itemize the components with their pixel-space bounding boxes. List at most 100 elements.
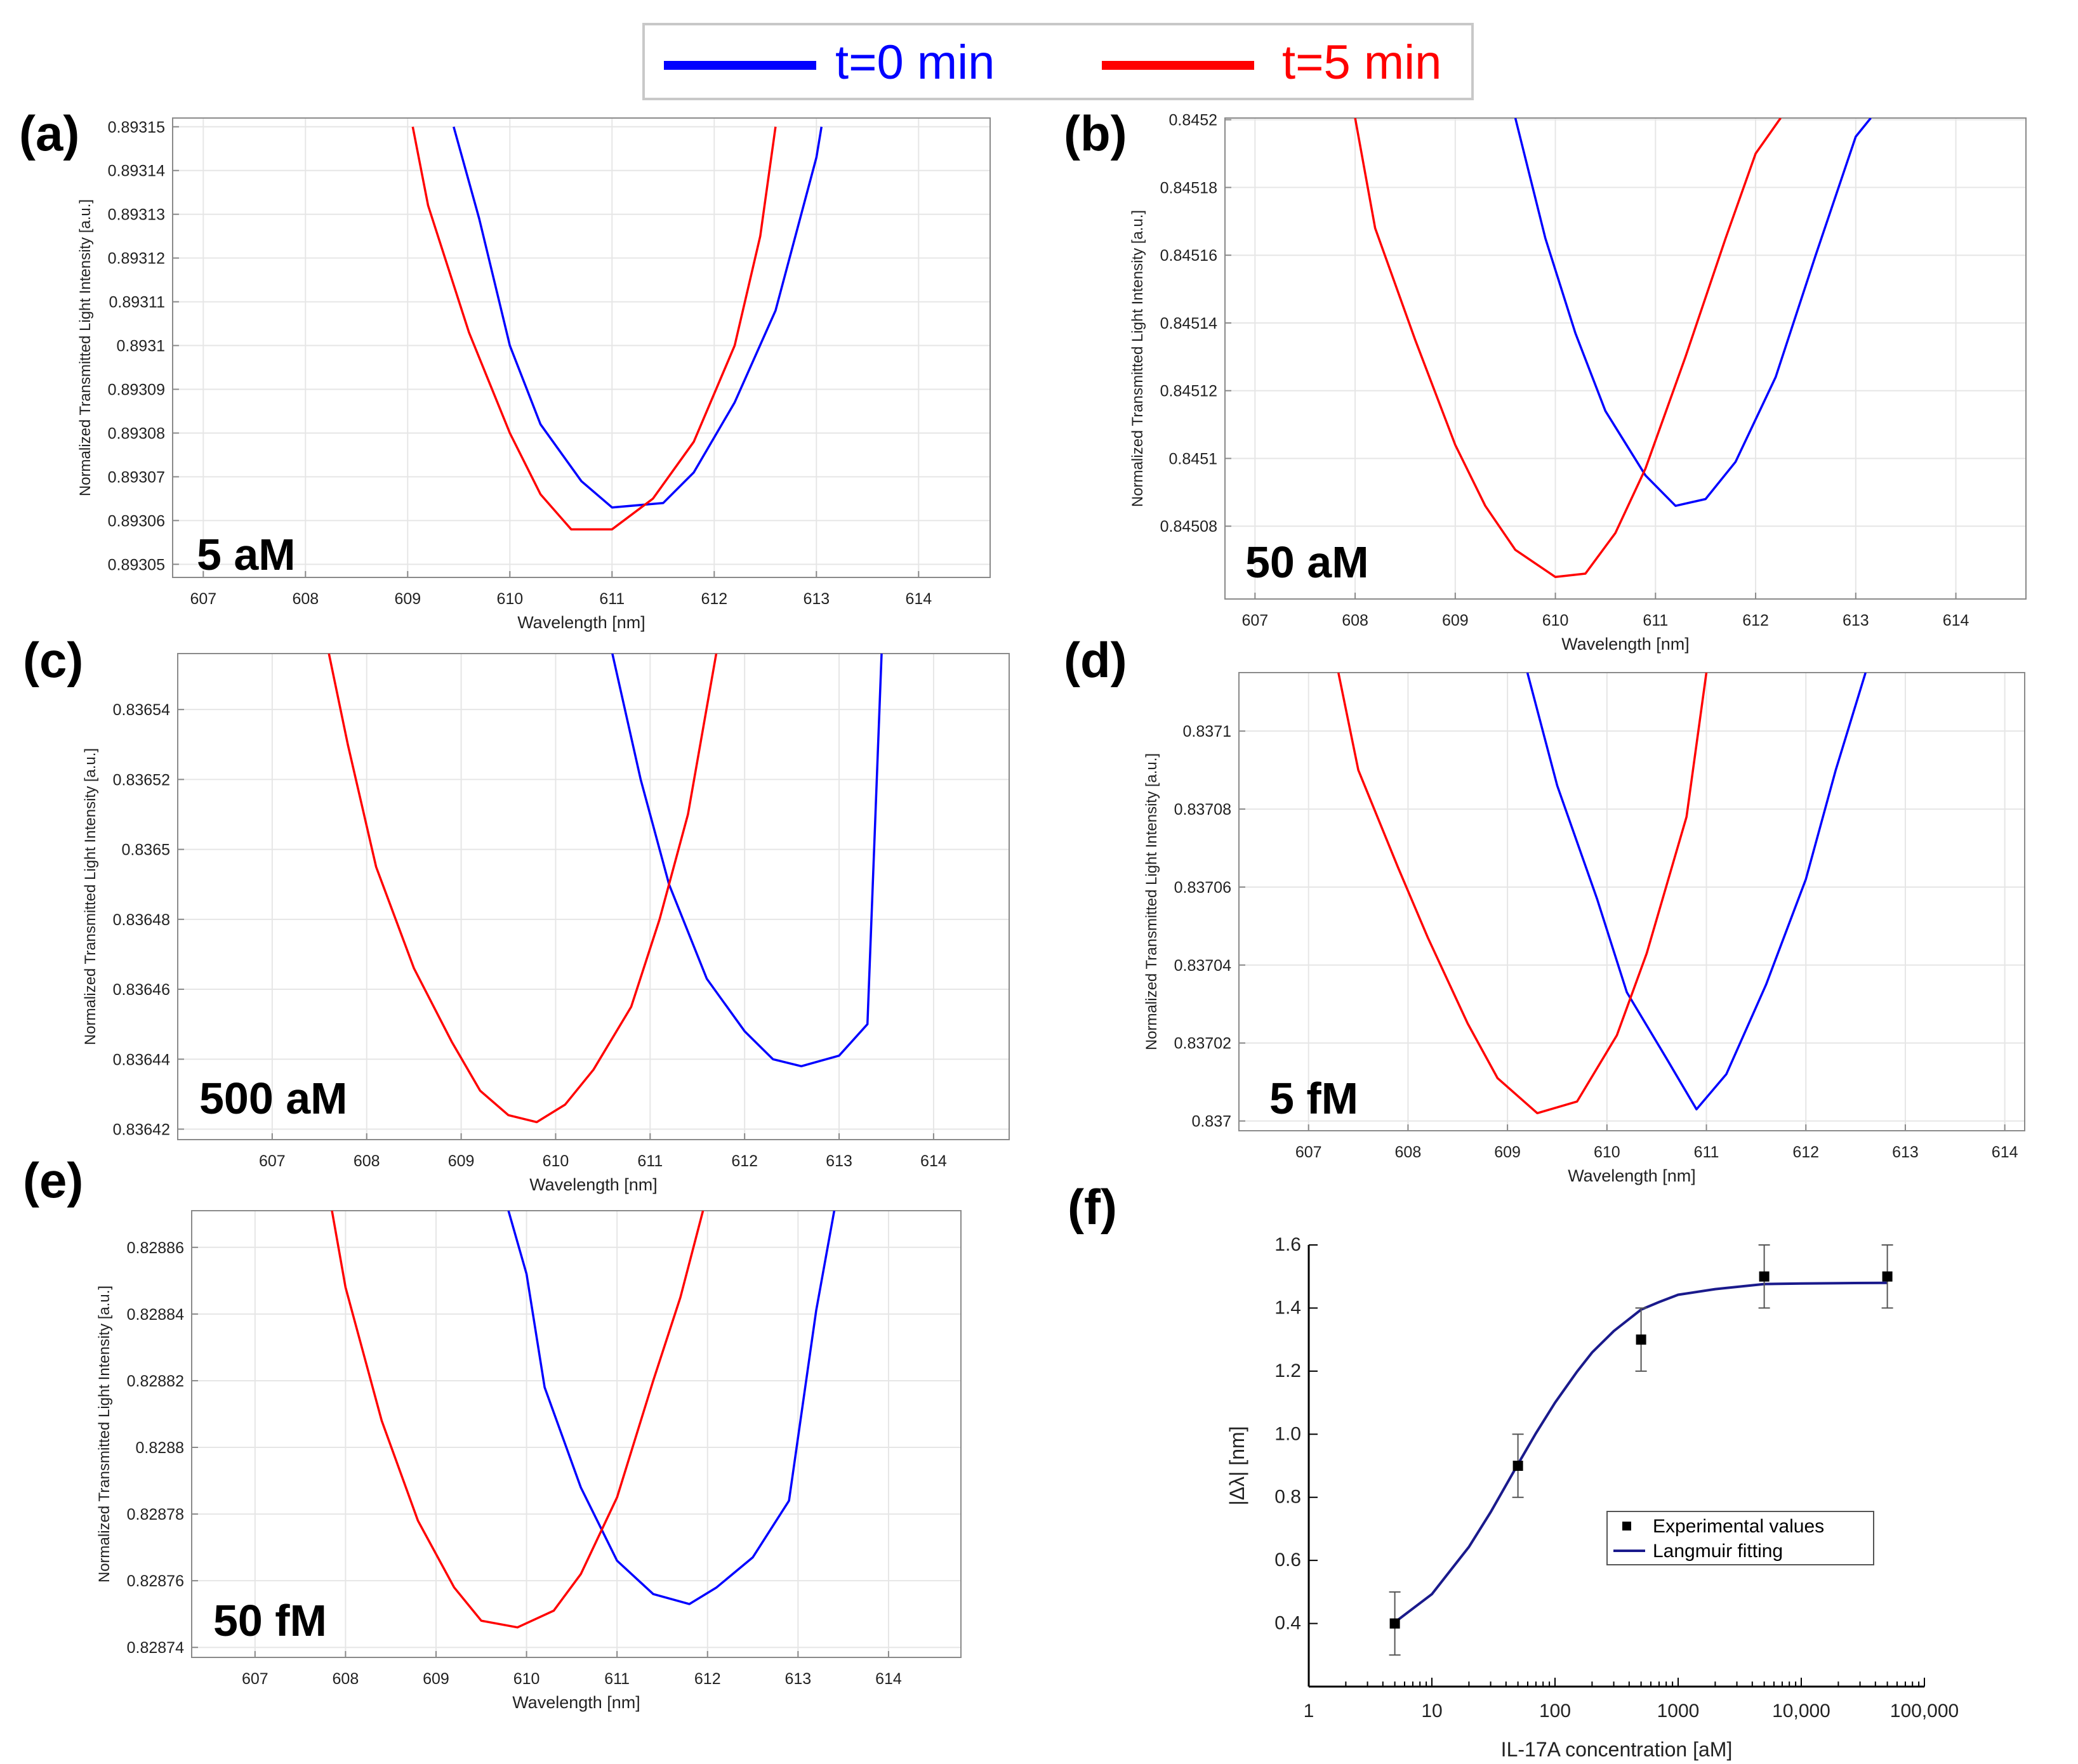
x-tick-label: 609: [1494, 1143, 1521, 1161]
x-tick-label: 609: [1442, 612, 1469, 629]
y-tick-label: 0.89313: [108, 206, 165, 224]
y-axis-title: Normalized Transmitted Light Intensity […: [82, 748, 99, 1045]
plot-frame: [1224, 117, 2027, 600]
panel-letter-f: (f): [1068, 1179, 1117, 1235]
y-axis-title: Normalized Transmitted Light Intensity […: [1129, 210, 1146, 507]
x-tick-label: 608: [292, 590, 319, 608]
x-tick-label: 610: [1594, 1143, 1620, 1161]
x-tick-label: 612: [1742, 612, 1769, 629]
x-tick-label: 10,000: [1772, 1701, 1830, 1721]
y-tick-label: 0.6: [1274, 1550, 1301, 1570]
x-tick-label: 614: [875, 1670, 902, 1688]
y-tick-label: 1.6: [1274, 1234, 1301, 1255]
x-tick-label: 611: [604, 1670, 630, 1688]
y-tick-label: 1.4: [1274, 1297, 1301, 1318]
concentration-label: 50 aM: [1245, 537, 1369, 587]
x-tick-label: 100,000: [1890, 1701, 1959, 1721]
legend-label-experimental: Experimental values: [1653, 1516, 1824, 1537]
y-tick-label: 0.83702: [1174, 1035, 1231, 1053]
panel-letter-e: (e): [23, 1152, 84, 1208]
series-line-t0: [611, 654, 883, 1068]
x-tick-label: 614: [905, 590, 932, 608]
x-tick-label: 608: [333, 1670, 359, 1688]
x-tick-label: 614: [920, 1152, 947, 1170]
data-point: [1389, 1618, 1400, 1629]
x-tick-label: 610: [496, 590, 523, 608]
panel-letter-a: (a): [19, 105, 80, 161]
data-point: [1882, 1271, 1893, 1282]
x-tick-label: 613: [803, 590, 830, 608]
series-line-t5: [331, 1211, 705, 1629]
y-tick-label: 0.82874: [127, 1639, 184, 1657]
y-tick-label: 0.82886: [127, 1239, 184, 1257]
y-tick-label: 1.0: [1274, 1423, 1301, 1444]
y-tick-label: 0.83642: [113, 1121, 170, 1138]
y-tick-label: 0.84516: [1160, 247, 1217, 265]
y-tick-label: 0.8452: [1169, 112, 1217, 129]
x-tick-label: 611: [1643, 612, 1668, 629]
x-tick-label: 612: [694, 1670, 721, 1688]
legend-label-t5: t=5 min: [1282, 36, 1442, 89]
y-tick-label: 0.84514: [1160, 315, 1217, 332]
x-tick-label: 613: [826, 1152, 852, 1170]
y-tick-label: 0.83654: [113, 701, 170, 719]
fit-legend: Experimental values Langmuir fitting: [1606, 1511, 1874, 1565]
y-tick-label: 0.837: [1191, 1113, 1231, 1131]
panel-letter-b: (b): [1064, 105, 1127, 161]
y-tick-label: 0.89311: [109, 294, 165, 312]
x-tick-label: 607: [1295, 1143, 1322, 1161]
y-tick-label: 0.89307: [108, 468, 165, 486]
series-line-t0: [1526, 673, 1867, 1110]
y-tick-label: 0.8931: [117, 338, 165, 355]
plot-frame: [191, 1210, 962, 1658]
legend-line-t5: [1102, 61, 1254, 70]
x-tick-label: 610: [543, 1152, 569, 1170]
concentration-label: 5 fM: [1269, 1074, 1358, 1123]
y-tick-label: 1.2: [1274, 1360, 1301, 1381]
y-tick-label: 0.83644: [113, 1051, 170, 1069]
series-line-t5: [1337, 673, 1708, 1115]
x-tick-label: 612: [701, 590, 727, 608]
panel-letter-d: (d): [1064, 632, 1127, 688]
x-tick-label: 614: [1943, 612, 1969, 629]
x-axis-title: Wavelength [nm]: [1568, 1166, 1696, 1185]
x-tick-label: 611: [1694, 1143, 1719, 1161]
x-tick-label: 608: [1342, 612, 1368, 629]
concentration-label: 50 fM: [213, 1596, 327, 1645]
y-tick-label: 0.8371: [1183, 723, 1231, 740]
y-tick-label: 0.82876: [127, 1572, 184, 1590]
y-tick-label: 0.89309: [108, 381, 165, 399]
chart-panel-1: 607 608 609 610 611 612 613 614 0.89305 0.89306 0.…: [77, 117, 991, 632]
y-tick-label: 0.8365: [122, 841, 170, 859]
y-axis-title: |Δλ| [nm]: [1226, 1426, 1248, 1505]
legend-line-t0: [664, 61, 816, 70]
x-tick-label: 609: [394, 590, 421, 608]
plot-frame: [1238, 672, 2025, 1131]
x-tick-label: 609: [423, 1670, 449, 1688]
data-point: [1636, 1334, 1646, 1345]
x-tick-label: 608: [1395, 1143, 1422, 1161]
x-tick-label: 611: [637, 1152, 663, 1170]
x-axis-title: Wavelength [nm]: [529, 1175, 658, 1194]
y-tick-label: 0.83648: [113, 911, 170, 929]
series-line-t5: [1354, 118, 1782, 579]
y-tick-label: 0.82882: [127, 1372, 184, 1390]
x-tick-label: 1000: [1657, 1701, 1700, 1721]
y-tick-label: 0.83646: [113, 981, 170, 999]
y-tick-label: 0.82884: [127, 1306, 184, 1324]
y-tick-label: 0.84512: [1160, 383, 1217, 400]
x-tick-label: 611: [599, 590, 625, 608]
x-tick-label: 10: [1421, 1701, 1442, 1721]
y-tick-label: 0.8288: [136, 1439, 184, 1457]
series-line-t5: [411, 126, 777, 530]
y-axis-title: Normalized Transmitted Light Intensity […: [1143, 753, 1160, 1050]
chart-panel-2: 607 608 609 610 611 612 613 614 0.84508 0.8451 0.8…: [1129, 112, 2027, 654]
plot-frame: [172, 117, 991, 578]
x-tick-label: 607: [1241, 612, 1268, 629]
x-tick-label: 608: [354, 1152, 380, 1170]
y-axis-title: Normalized Transmitted Light Intensity […: [96, 1286, 113, 1583]
panel-letter-c: (c): [23, 632, 84, 688]
series-line-t0: [1514, 118, 1872, 507]
x-axis-title: Wavelength [nm]: [512, 1693, 640, 1712]
